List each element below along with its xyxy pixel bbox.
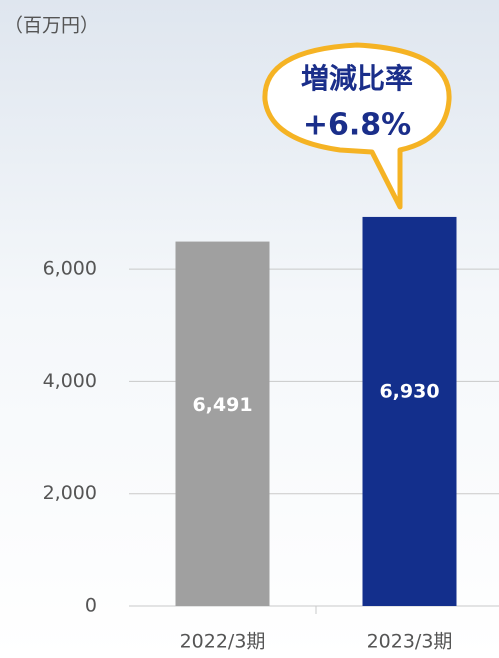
value-label: 6,930 xyxy=(379,381,439,403)
x-tick-label: 2022/3期 xyxy=(180,631,266,653)
value-label: 6,491 xyxy=(192,394,252,416)
y-tick-label: 2,000 xyxy=(43,482,97,504)
annotation-line: 増減比率 xyxy=(301,62,413,95)
bar xyxy=(362,216,457,606)
callout: 増減比率 +6.8% xyxy=(262,42,452,210)
bar xyxy=(175,241,270,606)
unit-label: （百万円） xyxy=(4,15,99,37)
y-tick-label: 0 xyxy=(85,595,97,617)
y-tick-label: 6,000 xyxy=(43,258,97,280)
annotation-line: +6.8% xyxy=(303,108,411,143)
callout-bubble xyxy=(262,42,452,210)
y-tick-label: 4,000 xyxy=(43,370,97,392)
x-tick-label: 2023/3期 xyxy=(367,631,453,653)
